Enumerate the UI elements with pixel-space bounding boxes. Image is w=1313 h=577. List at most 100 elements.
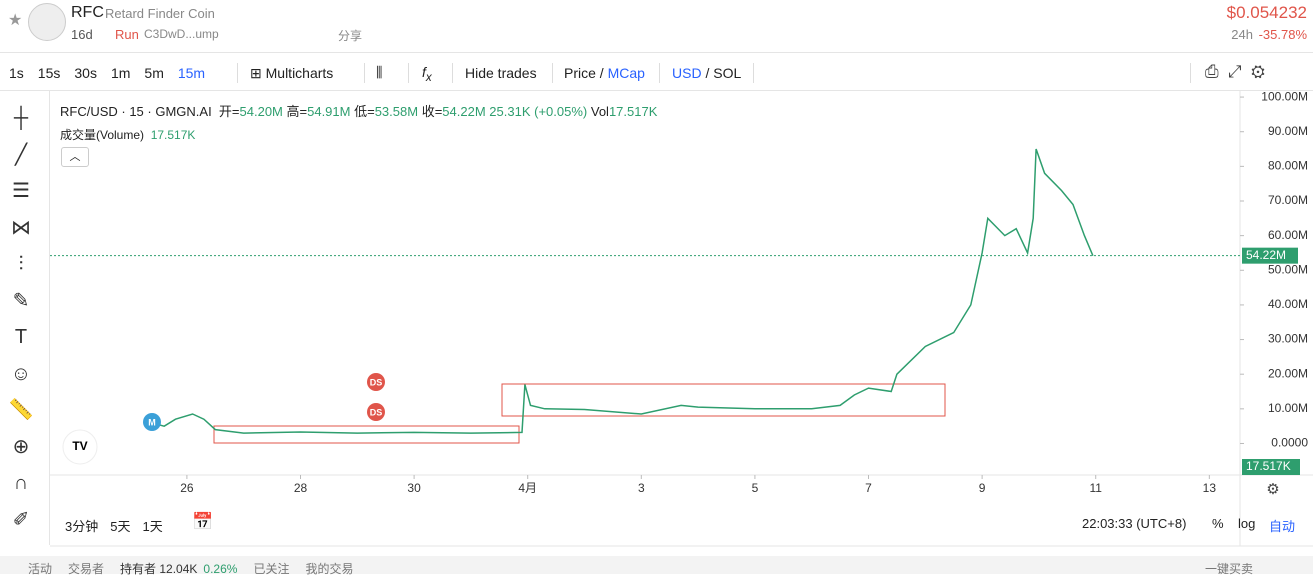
tab[interactable]: 持有者 12.04K bbox=[120, 562, 198, 576]
y-tick-label: 20.00M bbox=[1268, 366, 1308, 380]
x-tick-label: 28 bbox=[294, 481, 308, 495]
change: -35.78% bbox=[1258, 27, 1307, 42]
trade-marker-label: M bbox=[148, 417, 156, 427]
x-tick-label: 13 bbox=[1203, 481, 1217, 495]
tab[interactable]: 我的交易 bbox=[305, 562, 354, 576]
divider bbox=[0, 52, 1313, 53]
interval[interactable]: 1s bbox=[9, 65, 24, 81]
y-tick-label: 80.00M bbox=[1268, 159, 1308, 173]
star[interactable]: ★ bbox=[8, 12, 23, 29]
x-tick-label: 26 bbox=[180, 481, 194, 495]
tab[interactable]: 交易者 bbox=[68, 562, 105, 576]
mcap-toggle[interactable]: MCap bbox=[607, 65, 645, 81]
change-label: 24h bbox=[1231, 27, 1253, 42]
l: 低= bbox=[354, 104, 375, 119]
trade-marker bbox=[143, 413, 161, 431]
x-tick-label: 9 bbox=[979, 481, 986, 495]
volume-label: 17.517K bbox=[1246, 459, 1291, 473]
trade-marker bbox=[367, 403, 385, 421]
y-tick-label: 40.00M bbox=[1268, 297, 1308, 311]
divider bbox=[0, 90, 1313, 91]
trade-marker-label: DS bbox=[370, 377, 383, 387]
tv-logo bbox=[62, 429, 98, 465]
tabs: 活动 交易者 持有者 12.04K 0.26% 已关注 我的交易 bbox=[28, 560, 369, 577]
last-price-box bbox=[1242, 247, 1298, 264]
address[interactable]: C3DwD...ump bbox=[144, 27, 219, 41]
annotation-box bbox=[501, 383, 946, 417]
toolbar-icons[interactable]: ⎙ ⤢ ⚙ bbox=[1205, 62, 1265, 81]
price-line bbox=[150, 148, 1094, 434]
hide-trades[interactable]: Hide trades bbox=[465, 65, 537, 81]
sep bbox=[1190, 63, 1191, 83]
l: 54.91M bbox=[307, 104, 351, 119]
y-tick-label: 70.00M bbox=[1268, 193, 1308, 207]
multicharts[interactable]: ⊞ Multicharts bbox=[250, 65, 334, 81]
interval[interactable]: 5m bbox=[144, 65, 164, 81]
candle-icon[interactable]: ⫼ bbox=[376, 64, 383, 80]
symbol: RFC bbox=[71, 4, 104, 21]
ranges: 3分钟 5天 1天 bbox=[65, 516, 175, 535]
l: 17.517K bbox=[150, 128, 196, 142]
volume-legend: 成交量(Volume) 17.517K bbox=[60, 126, 195, 143]
pct[interactable]: % bbox=[1212, 516, 1224, 531]
collapse[interactable]: ︿ bbox=[61, 147, 89, 167]
calendar[interactable]: 📅 bbox=[192, 512, 214, 531]
trade-marker bbox=[367, 373, 385, 391]
l: 高= bbox=[286, 104, 308, 119]
divider bbox=[49, 90, 50, 545]
l: 25.31K (+0.05%) bbox=[489, 104, 588, 119]
sep bbox=[408, 63, 409, 83]
l: 开= bbox=[218, 104, 240, 119]
drawing-tools[interactable]: ┼ ╱ ☰ ⋈ ⫶ ✎ T ☺ 📏 ⊕ ∩ ✐ bbox=[8, 107, 34, 531]
price: $0.054232 bbox=[1226, 3, 1307, 22]
interval[interactable]: 1m bbox=[110, 65, 131, 81]
price-toggle[interactable]: Price bbox=[564, 65, 596, 81]
y-tick-label: 50.00M bbox=[1268, 262, 1308, 276]
x-tick-label: 7 bbox=[865, 481, 872, 495]
fx-icon[interactable]: fx bbox=[422, 64, 432, 84]
log[interactable]: log bbox=[1238, 516, 1256, 531]
sep bbox=[237, 63, 238, 83]
legend-symbol: RFC/USD · 15 · GMGN.AI bbox=[60, 104, 212, 119]
y-tick-label: 60.00M bbox=[1268, 228, 1308, 242]
multicharts-label[interactable]: Multicharts bbox=[265, 65, 334, 81]
buy[interactable]: 一键买卖 bbox=[1205, 562, 1254, 576]
settings[interactable]: ⚙ bbox=[1266, 481, 1279, 498]
l: 53.58M bbox=[374, 104, 419, 119]
volume-box bbox=[1242, 459, 1300, 475]
interval[interactable]: 15m bbox=[177, 65, 206, 81]
range[interactable]: 5天 bbox=[110, 519, 131, 534]
price-mcap[interactable]: Price / MCap bbox=[564, 65, 645, 81]
age: 16d bbox=[71, 27, 93, 42]
x-tick-label: 3 bbox=[638, 481, 645, 495]
y-tick-label: 30.00M bbox=[1268, 332, 1308, 346]
annotation-box bbox=[213, 425, 520, 444]
x-tick-label: 30 bbox=[407, 481, 421, 495]
legend: RFC/USD · 15 · GMGN.AI 开=54.20M 高=54.91M… bbox=[60, 101, 657, 120]
y-tick-label: 10.00M bbox=[1268, 401, 1308, 415]
range[interactable]: 1天 bbox=[142, 519, 163, 534]
tag: Run bbox=[115, 27, 139, 42]
interval[interactable]: 30s bbox=[74, 65, 97, 81]
sep bbox=[364, 63, 365, 83]
tab[interactable]: 0.26% bbox=[203, 562, 238, 576]
tab[interactable]: 活动 bbox=[28, 562, 53, 576]
tab[interactable]: 已关注 bbox=[253, 562, 290, 576]
l: 54.20M bbox=[239, 104, 283, 119]
trade-marker-label: DS bbox=[370, 407, 383, 417]
interval[interactable]: 15s bbox=[37, 65, 61, 81]
x-tick-label: 5 bbox=[752, 481, 759, 495]
currency[interactable]: USD / SOL bbox=[672, 65, 742, 81]
usd-toggle[interactable]: USD bbox=[672, 65, 702, 81]
toolbar: 1s 15s 30s 1m 5m 15m bbox=[9, 65, 219, 81]
auto[interactable]: 自动 bbox=[1269, 519, 1296, 534]
range[interactable]: 3分钟 bbox=[65, 519, 99, 534]
sep bbox=[659, 63, 660, 83]
avatar bbox=[28, 3, 66, 41]
sol-toggle[interactable]: SOL bbox=[713, 65, 742, 81]
sep bbox=[452, 63, 453, 83]
share[interactable]: 分享 bbox=[338, 29, 363, 43]
l: Vol bbox=[590, 104, 609, 119]
